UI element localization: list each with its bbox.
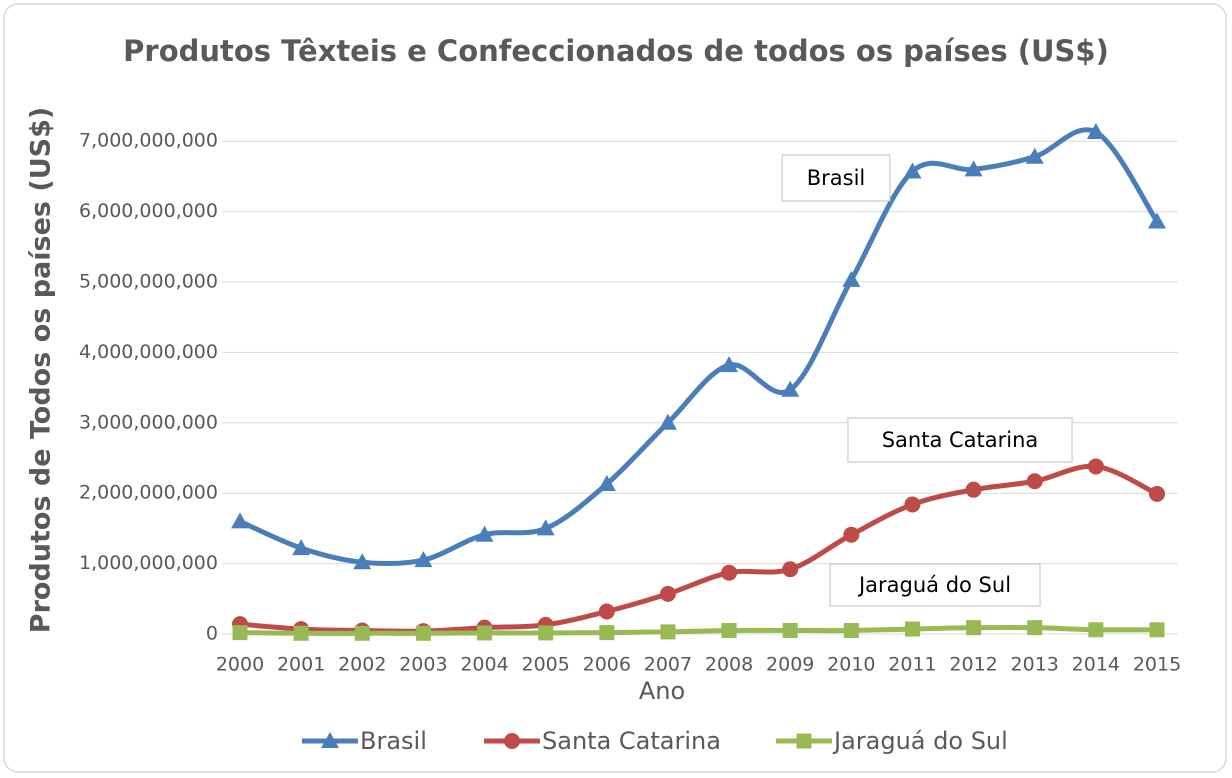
marker [353, 553, 372, 570]
y-tick-label: 4,000,000,000 [79, 341, 218, 363]
x-tick-label: 2011 [888, 654, 936, 676]
marker [966, 620, 982, 636]
x-tick-label: 2010 [827, 654, 875, 676]
marker [354, 625, 370, 641]
legend-marker [321, 732, 339, 748]
y-tick-label: 0 [206, 623, 218, 645]
annotation: Santa Catarina [882, 428, 1039, 452]
marker [843, 622, 859, 638]
annotation: Brasil [807, 166, 866, 190]
marker [597, 475, 616, 492]
marker [721, 622, 737, 638]
legend-marker [796, 733, 812, 749]
chart-title: Produtos Têxteis e Confeccionados de tod… [123, 34, 1109, 68]
marker [477, 625, 493, 641]
marker [1026, 473, 1043, 490]
marker [1087, 458, 1104, 475]
x-tick-label: 2012 [949, 654, 997, 676]
x-tick-label: 2014 [1072, 654, 1120, 676]
marker [293, 625, 309, 641]
marker [903, 162, 922, 179]
annotation-box [847, 417, 1073, 463]
marker [721, 564, 738, 581]
marker [538, 625, 554, 641]
marker [1088, 622, 1104, 638]
legend-marker [504, 733, 520, 749]
x-tick-label: 2001 [277, 654, 325, 676]
y-tick-label: 6,000,000,000 [79, 200, 218, 222]
y-tick-label: 1,000,000,000 [79, 552, 218, 574]
x-tick-label: 2008 [705, 654, 753, 676]
marker [965, 481, 982, 498]
y-tick-label: 5,000,000,000 [79, 271, 218, 293]
marker [904, 496, 921, 513]
annotation: Jaraguá do Sul [857, 573, 1011, 597]
x-tick-label: 2003 [399, 654, 447, 676]
series-line [239, 624, 1158, 636]
marker [781, 380, 800, 397]
marker [598, 603, 615, 620]
x-tick-label: 2002 [338, 654, 386, 676]
y-axis-title: Produtos de Todos os países (US$) [26, 107, 57, 633]
marker [782, 622, 798, 638]
y-tick-label: 2,000,000,000 [79, 482, 218, 504]
marker [658, 413, 677, 430]
marker [843, 526, 860, 543]
marker [414, 551, 433, 568]
marker [475, 525, 494, 542]
marker [1025, 147, 1044, 164]
marker [720, 356, 739, 373]
x-tick-label: 2004 [460, 654, 508, 676]
marker [292, 539, 311, 556]
x-tick-label: 2006 [583, 654, 631, 676]
marker [536, 519, 555, 536]
legend-label: Jaraguá do Sul [832, 727, 1008, 755]
x-tick-label: 2005 [521, 654, 569, 676]
x-axis-title: Ano [639, 677, 685, 705]
x-tick-label: 2009 [766, 654, 814, 676]
marker [964, 160, 983, 177]
y-tick-label: 7,000,000,000 [79, 130, 218, 152]
marker [1149, 622, 1165, 638]
marker [659, 585, 676, 602]
marker [1027, 620, 1043, 636]
legend-label: Brasil [360, 727, 427, 755]
marker [599, 625, 615, 641]
annotation-box [829, 563, 1041, 607]
marker [1148, 212, 1166, 229]
x-tick-label: 2013 [1011, 654, 1059, 676]
marker [842, 270, 861, 287]
marker [1149, 485, 1165, 502]
annotation-box [781, 154, 891, 202]
x-tick-label: 2000 [216, 654, 264, 676]
marker [782, 561, 799, 578]
x-tick-label: 2007 [644, 654, 692, 676]
marker [415, 625, 431, 641]
marker [1086, 123, 1105, 140]
y-tick-label: 3,000,000,000 [79, 411, 218, 433]
marker [660, 624, 676, 640]
marker [904, 621, 920, 637]
marker [231, 512, 249, 529]
marker [232, 625, 248, 641]
legend-label: Santa Catarina [542, 727, 721, 755]
x-tick-label: 2015 [1133, 654, 1181, 676]
